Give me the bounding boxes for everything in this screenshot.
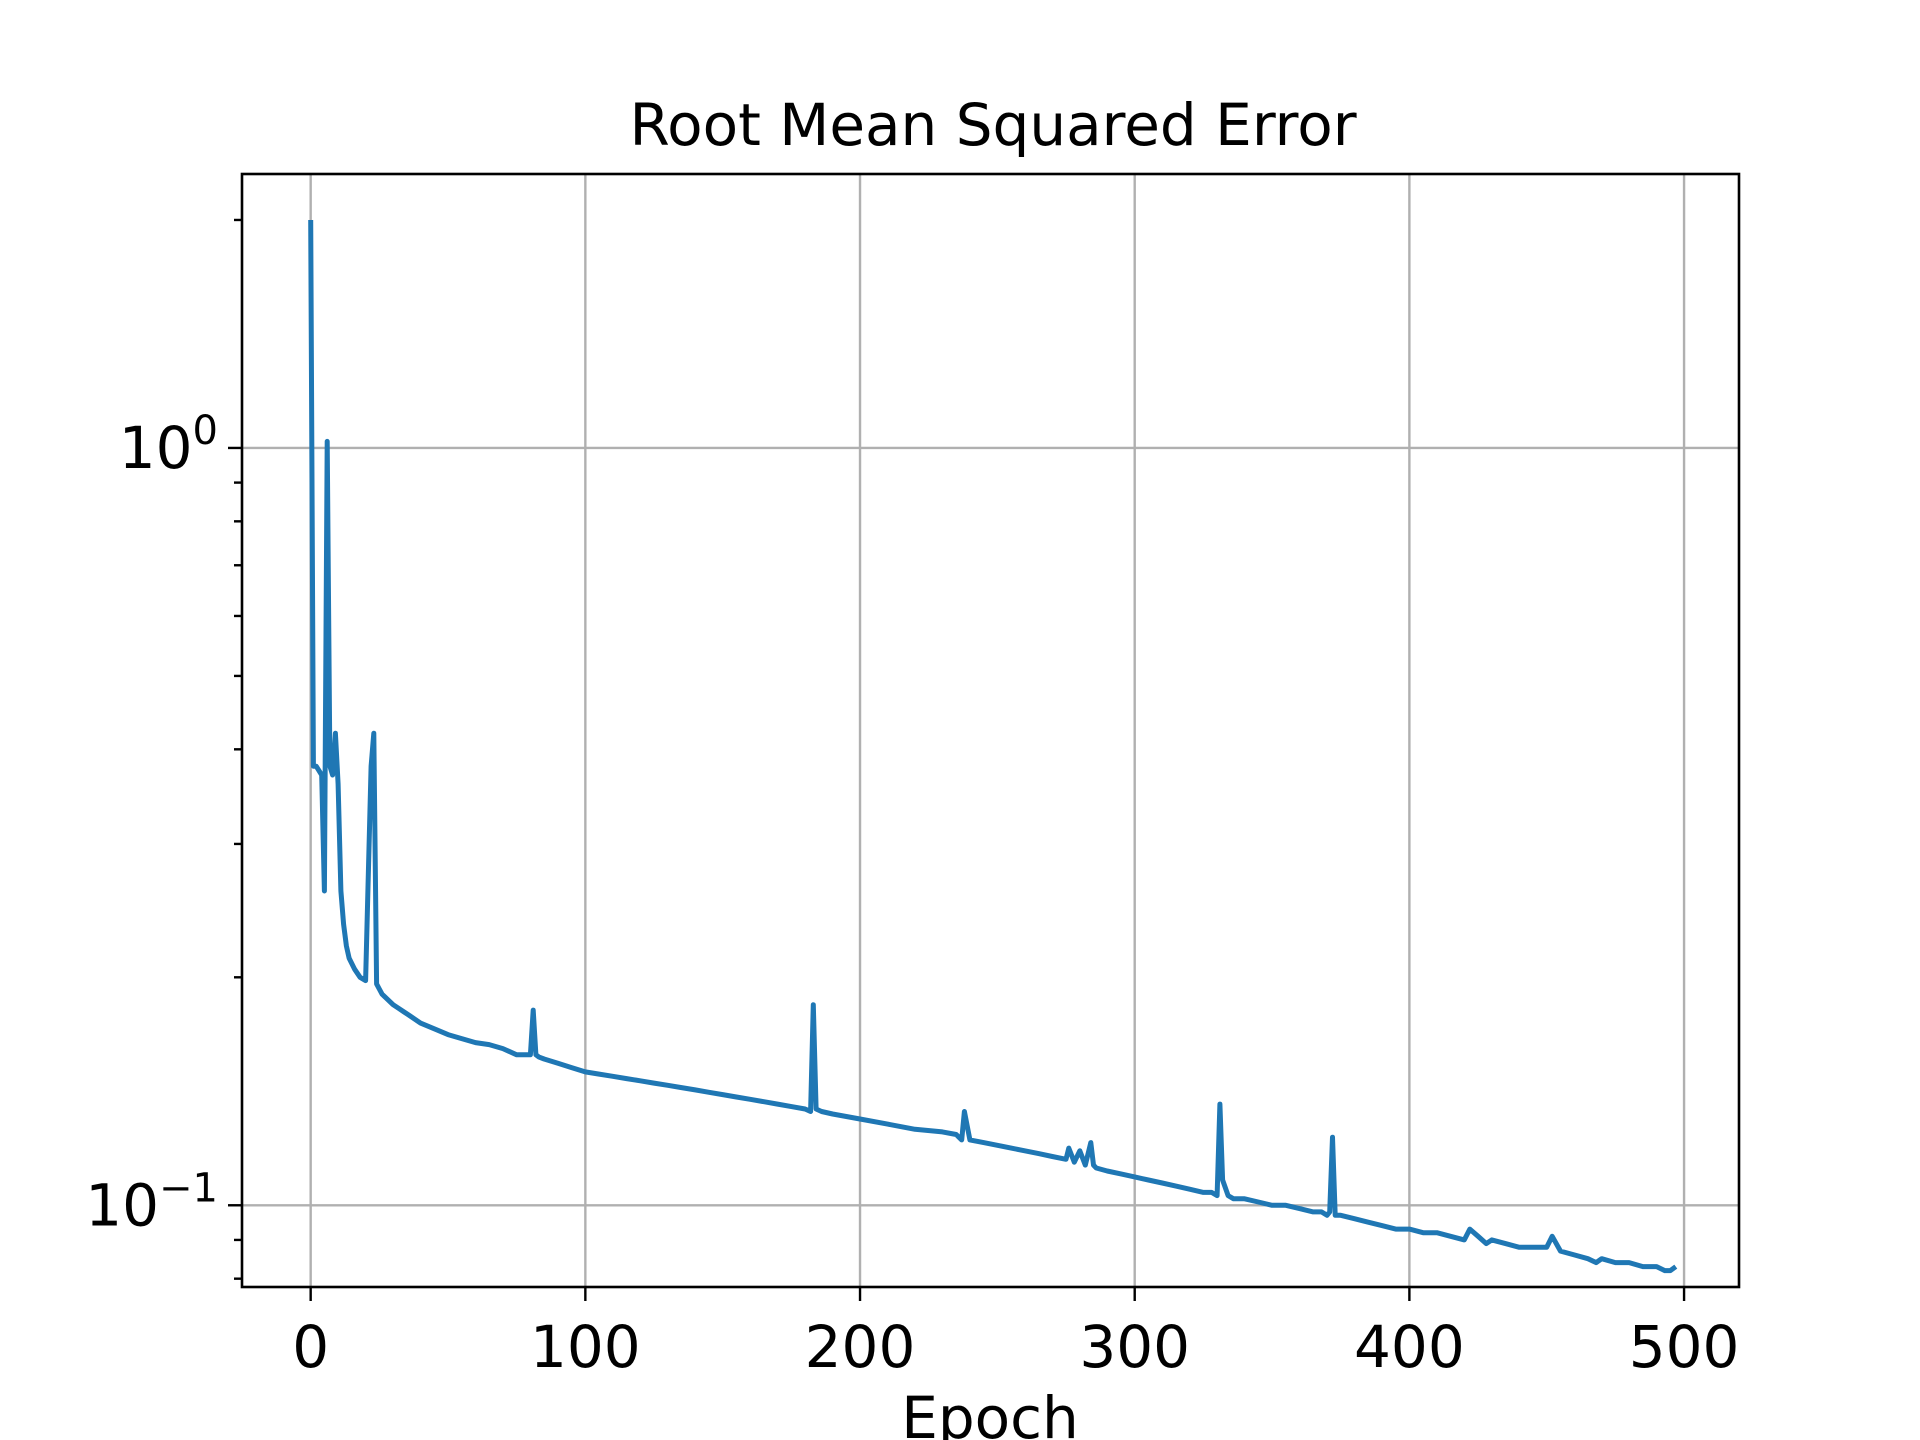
x-axis-label: Epoch <box>901 1384 1079 1440</box>
grid-lines <box>242 174 1739 1287</box>
x-tick-label: 400 <box>1354 1313 1465 1381</box>
plot-frame <box>240 172 1741 1289</box>
x-tick-label: 0 <box>292 1313 329 1381</box>
series-layer <box>308 219 1678 1274</box>
x-tick-label: 200 <box>805 1313 916 1381</box>
x-tick-label: 500 <box>1629 1313 1740 1381</box>
y-tick-label: 100 <box>119 408 218 482</box>
y-tick-label: 10−1 <box>85 1165 218 1239</box>
x-tick-label: 100 <box>530 1313 641 1381</box>
x-tick-label: 300 <box>1079 1313 1190 1381</box>
rmse-line <box>308 219 1678 1274</box>
chart-title: Root Mean Squared Error <box>629 91 1356 159</box>
axis-ticks: 0 100 200 300 400 500 100 10−1 <box>85 218 1740 1381</box>
